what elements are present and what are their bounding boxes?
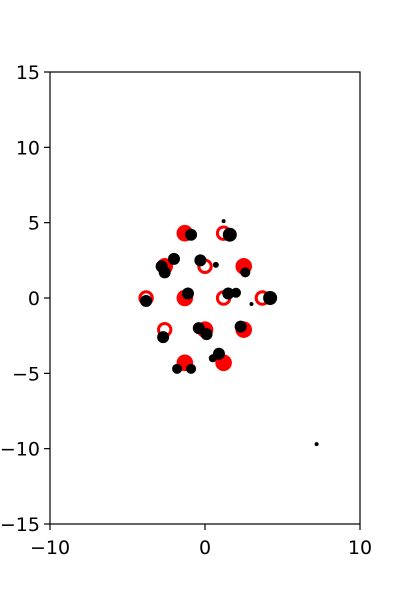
data-point bbox=[185, 228, 198, 241]
data-point bbox=[157, 331, 170, 344]
data-point bbox=[200, 328, 213, 341]
data-point bbox=[194, 254, 207, 267]
data-point bbox=[240, 267, 251, 278]
y-tick-label: 5 bbox=[28, 213, 40, 235]
data-point bbox=[158, 266, 171, 279]
data-point bbox=[181, 287, 194, 300]
y-tick-label: −10 bbox=[0, 439, 40, 461]
data-point bbox=[186, 363, 197, 374]
y-tick-label: 15 bbox=[16, 62, 40, 84]
data-point bbox=[314, 442, 319, 447]
data-point bbox=[222, 287, 235, 300]
data-point bbox=[249, 302, 254, 307]
y-tick-label: 10 bbox=[16, 137, 40, 159]
y-tick-label: −15 bbox=[0, 514, 40, 536]
y-axis: −15 −10 −5 0 5 10 15 bbox=[0, 62, 50, 536]
data-point bbox=[222, 227, 237, 242]
data-point bbox=[208, 354, 217, 363]
data-points bbox=[138, 219, 319, 447]
data-point bbox=[263, 291, 278, 305]
x-tick-label: −10 bbox=[30, 537, 70, 559]
data-point bbox=[231, 287, 241, 298]
y-tick-label: −5 bbox=[12, 363, 40, 385]
x-tick-label: 0 bbox=[199, 537, 211, 559]
data-point bbox=[221, 219, 226, 224]
y-tick-label: 0 bbox=[28, 288, 40, 310]
data-point bbox=[140, 295, 153, 308]
data-point bbox=[172, 363, 183, 374]
data-point bbox=[168, 252, 180, 265]
x-axis: −10 0 10 bbox=[30, 524, 372, 559]
x-tick-label: 10 bbox=[348, 537, 372, 559]
data-point bbox=[234, 320, 247, 333]
data-point bbox=[212, 261, 219, 268]
